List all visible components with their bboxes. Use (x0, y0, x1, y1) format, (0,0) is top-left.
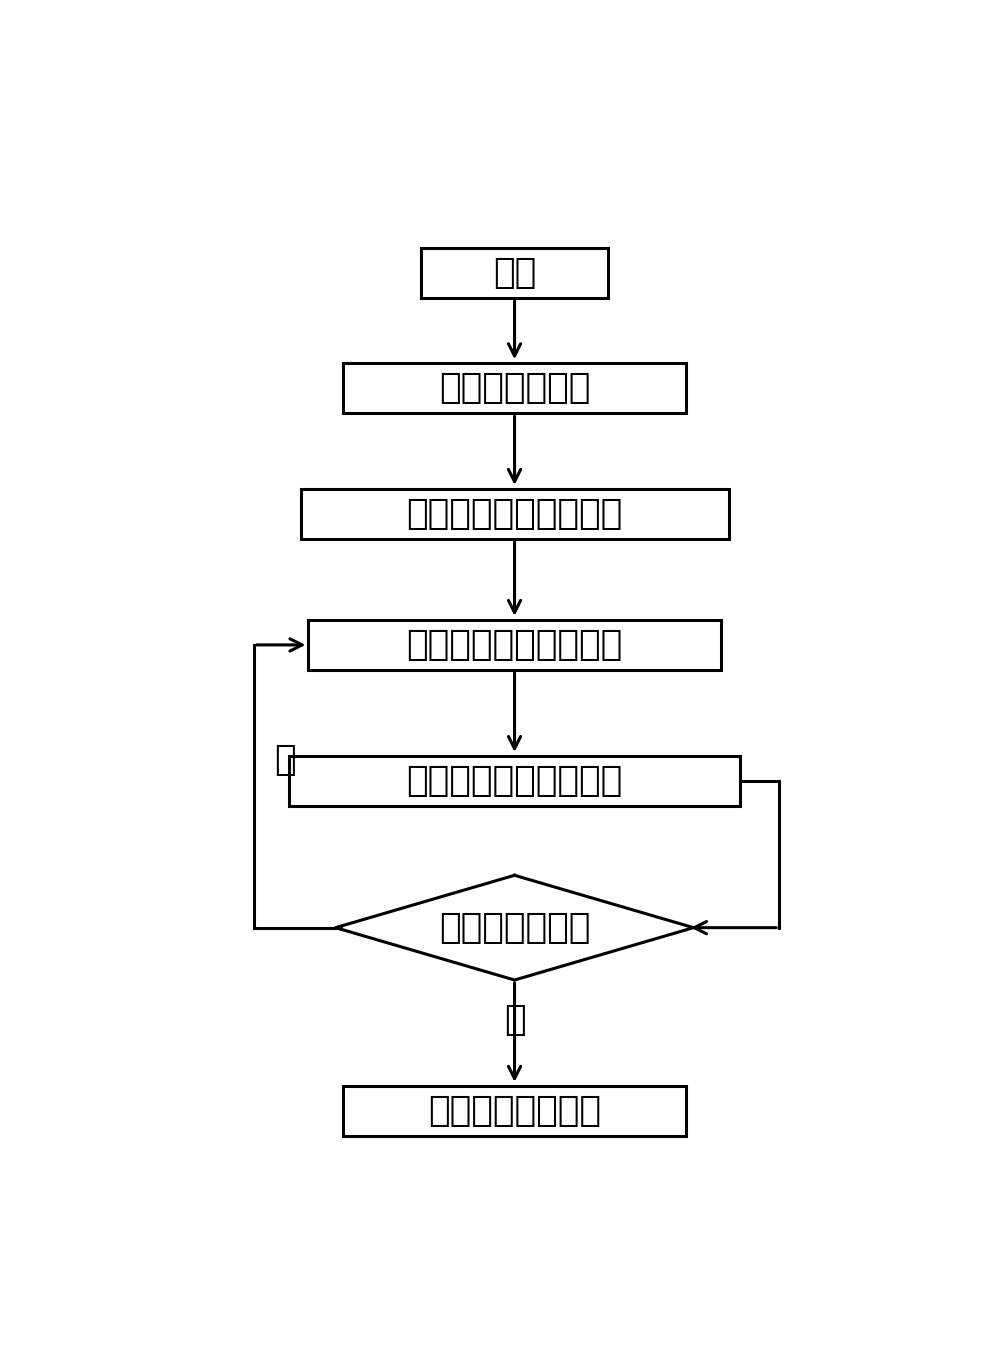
Text: 满足终止条件？: 满足终止条件？ (438, 911, 590, 945)
Text: 选择、交叉、变异算子: 选择、交叉、变异算子 (406, 628, 622, 662)
Text: 开始: 开始 (492, 256, 536, 290)
Text: 编码及初始种群的生成: 编码及初始种群的生成 (406, 496, 622, 530)
Bar (289, 756, 739, 806)
Text: 否: 否 (274, 743, 296, 777)
Bar (343, 363, 685, 413)
Bar (300, 488, 728, 539)
Bar (308, 620, 720, 670)
Bar (343, 1085, 685, 1136)
Text: 输出最优参数组合: 输出最优参数组合 (427, 1093, 601, 1127)
Bar (421, 248, 608, 298)
Text: 是: 是 (504, 1002, 525, 1036)
Text: 种群个体适应度值评估: 种群个体适应度值评估 (406, 764, 622, 798)
Text: 确定适应度函数: 确定适应度函数 (438, 371, 590, 405)
